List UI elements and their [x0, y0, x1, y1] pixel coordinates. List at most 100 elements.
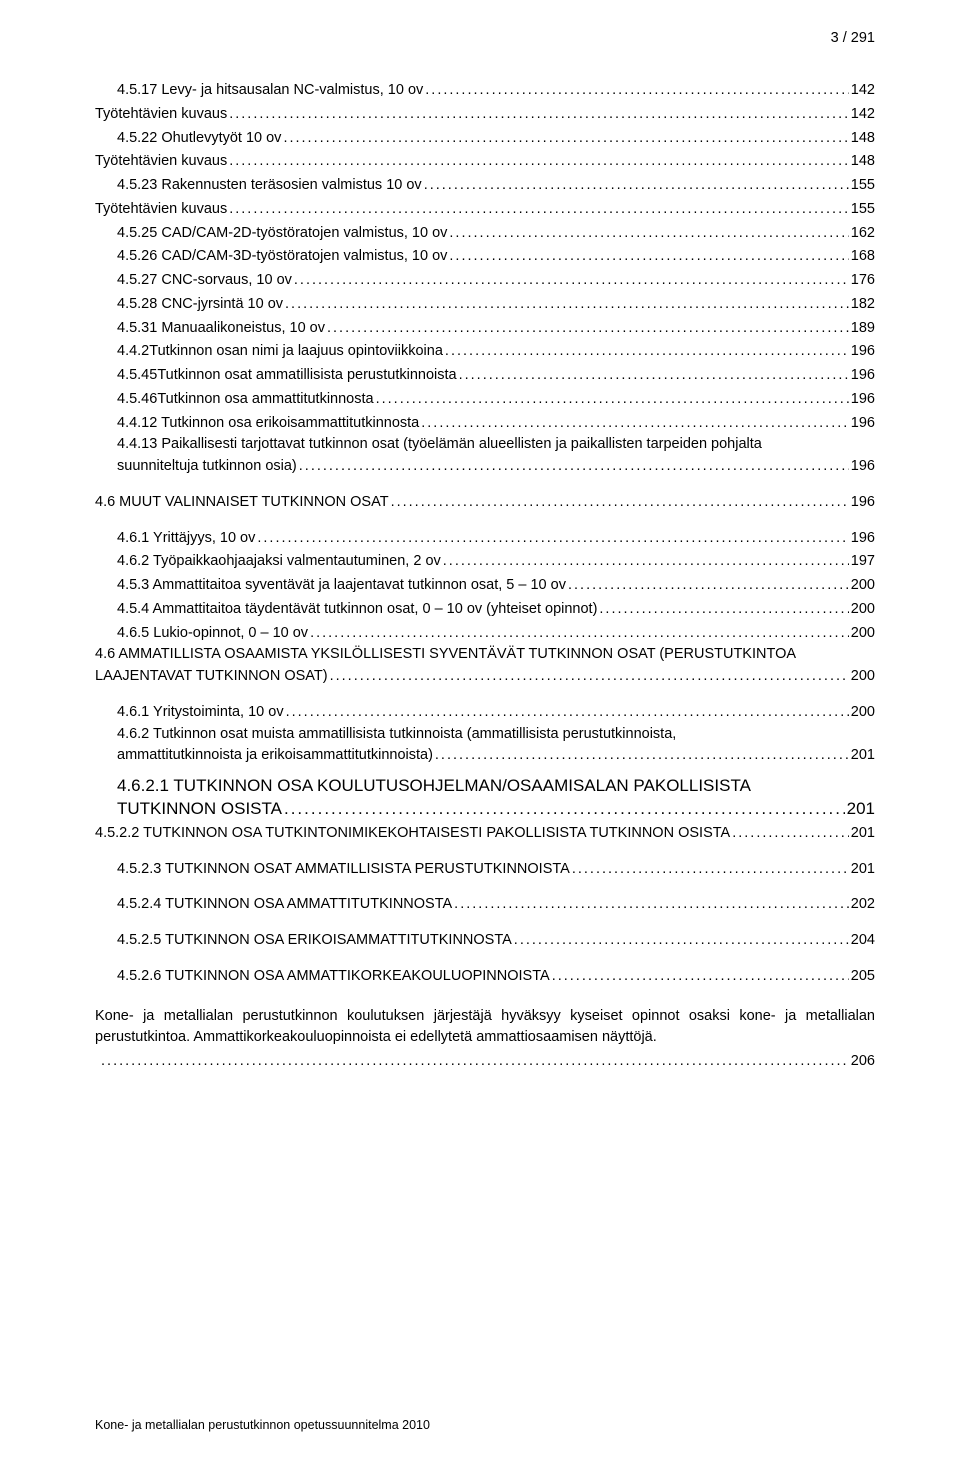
toc-entry: 4.5.2.3 TUTKINNON OSAT AMMATILLISISTA PE… — [95, 859, 875, 881]
dot-leader — [443, 551, 849, 573]
toc-page-ref: 196 — [851, 389, 875, 411]
toc-page-ref: 142 — [851, 80, 875, 102]
toc-page-ref: 148 — [851, 151, 875, 173]
toc-title: 4.5.22 Ohutlevytyöt 10 ov — [117, 128, 281, 150]
dot-leader — [425, 80, 849, 102]
toc-title: 4.6.2 Työpaikkaohjaajaksi valmentautumin… — [117, 551, 441, 573]
toc-title: 4.5.28 CNC-jyrsintä 10 ov — [117, 294, 283, 316]
toc-title: 4.5.46Tutkinnon osa ammattitutkinnosta — [117, 389, 374, 411]
toc-entry: 4.6.5 Lukio-opinnot, 0 – 10 ov200 — [95, 623, 875, 645]
dot-leader — [101, 1051, 849, 1073]
toc-title: 4.5.2.2 TUTKINNON OSA TUTKINTONIMIKEKOHT… — [95, 823, 730, 845]
toc-title: 4.6 MUUT VALINNAISET TUTKINNON OSAT — [95, 492, 389, 514]
toc-title: 4.5.4 Ammattitaitoa täydentävät tutkinno… — [117, 599, 597, 621]
dot-leader — [294, 270, 849, 292]
toc-page-ref: 155 — [851, 199, 875, 221]
toc-entry: 4.4.12 Tutkinnon osa erikoisammattitutki… — [95, 413, 875, 435]
toc-entry: 4.5.28 CNC-jyrsintä 10 ov182 — [95, 294, 875, 316]
toc-entry: 4.5.2.4 TUTKINNON OSA AMMATTITUTKINNOSTA… — [95, 894, 875, 916]
toc-title: 4.5.2.5 TUTKINNON OSA ERIKOISAMMATTITUTK… — [117, 930, 512, 952]
toc-page-ref: 168 — [851, 246, 875, 268]
dot-leader — [310, 623, 849, 645]
toc-entry: Työtehtävien kuvaus 155 — [95, 199, 875, 221]
toc-entry: 4.5.25 CAD/CAM-2D-työstöratojen valmistu… — [95, 223, 875, 245]
toc-entry: Työtehtävien kuvaus142 — [95, 104, 875, 126]
toc-title: 4.4.2Tutkinnon osan nimi ja laajuus opin… — [117, 341, 443, 363]
toc-title: 4.6.1 Yrittäjyys, 10 ov — [117, 528, 255, 550]
toc-page-ref: 142 — [851, 104, 875, 126]
toc-entry: 4.5.3 Ammattitaitoa syventävät ja laajen… — [95, 575, 875, 597]
page-number: 3 / 291 — [831, 28, 875, 50]
dot-leader — [229, 151, 849, 173]
toc-page-ref: 204 — [851, 930, 875, 952]
toc-title-line: 4.4.13 Paikallisesti tarjottavat tutkinn… — [117, 434, 875, 456]
dot-leader — [732, 823, 849, 845]
toc-title: ammattitutkinnoista ja erikoisammattitut… — [117, 745, 433, 767]
toc-title-line: 4.6 AMMATILLISTA OSAAMISTA YKSILÖLLISEST… — [95, 644, 875, 666]
dot-leader — [330, 666, 849, 688]
toc-page-ref: 201 — [851, 745, 875, 767]
toc-page-ref: 196 — [851, 413, 875, 435]
toc-title: 4.5.2.4 TUTKINNON OSA AMMATTITUTKINNOSTA — [117, 894, 452, 916]
dot-leader — [435, 745, 849, 767]
toc-entry: 4.6.2.1 TUTKINNON OSA KOULUTUSOHJELMAN/O… — [95, 775, 875, 821]
trailing-dots-row: 206 — [95, 1051, 875, 1073]
dot-leader — [459, 365, 849, 387]
toc-entry: 4.5.2.5 TUTKINNON OSA ERIKOISAMMATTITUTK… — [95, 930, 875, 952]
toc-entry: 4.5.31 Manuaalikoneistus, 10 ov 189 — [95, 318, 875, 340]
toc-entry: 4.4.13 Paikallisesti tarjottavat tutkinn… — [95, 434, 875, 478]
toc-entry: 4.5.2.6 TUTKINNON OSA AMMATTIKORKEAKOULU… — [95, 966, 875, 988]
toc-page-ref: 155 — [851, 175, 875, 197]
toc-page-ref: 189 — [851, 318, 875, 340]
toc-page-ref: 196 — [851, 341, 875, 363]
toc-title: Työtehtävien kuvaus — [95, 199, 227, 221]
toc-entry: Työtehtävien kuvaus 148 — [95, 151, 875, 173]
toc-title: 4.5.27 CNC-sorvaus, 10 ov — [117, 270, 292, 292]
toc-title-line: 4.6.2 Tutkinnon osat muista ammatillisis… — [117, 724, 875, 746]
dot-leader — [449, 246, 848, 268]
toc-title-line: 4.6.2.1 TUTKINNON OSA KOULUTUSOHJELMAN/O… — [117, 775, 875, 798]
toc-page-ref: 200 — [851, 575, 875, 597]
toc-entry: 4.5.4 Ammattitaitoa täydentävät tutkinno… — [95, 599, 875, 621]
toc-page-ref: 176 — [851, 270, 875, 292]
toc-page-ref: 202 — [851, 894, 875, 916]
dot-leader — [454, 894, 849, 916]
toc-page-ref: 148 — [851, 128, 875, 150]
body-paragraph: Kone- ja metallialan perustutkinnon koul… — [95, 1006, 875, 1050]
toc-title: Työtehtävien kuvaus — [95, 151, 227, 173]
toc-title: 4.5.2.6 TUTKINNON OSA AMMATTIKORKEAKOULU… — [117, 966, 550, 988]
toc-page-ref: 196 — [851, 365, 875, 387]
toc-page-ref: 196 — [851, 456, 875, 478]
toc-title: 4.5.3 Ammattitaitoa syventävät ja laajen… — [117, 575, 566, 597]
toc-title: 4.5.45Tutkinnon osat ammatillisista peru… — [117, 365, 457, 387]
dot-leader — [391, 492, 849, 514]
dot-leader — [284, 798, 845, 821]
toc-entry: 4.5.45Tutkinnon osat ammatillisista peru… — [95, 365, 875, 387]
dot-leader — [283, 128, 848, 150]
toc-title: 4.5.17 Levy- ja hitsausalan NC-valmistus… — [117, 80, 423, 102]
toc-title: LAAJENTAVAT TUTKINNON OSAT) — [95, 666, 328, 688]
toc-entry: 4.5.23 Rakennusten teräsosien valmistus … — [95, 175, 875, 197]
toc-entry: 4.5.17 Levy- ja hitsausalan NC-valmistus… — [95, 80, 875, 102]
toc-page-ref: 201 — [851, 823, 875, 845]
toc-page-ref: 201 — [847, 798, 875, 821]
page-footer: Kone- ja metallialan perustutkinnon opet… — [95, 1416, 430, 1435]
toc-title: 4.5.26 CAD/CAM-3D-työstöratojen valmistu… — [117, 246, 447, 268]
toc-title: 4.5.31 Manuaalikoneistus, 10 ov — [117, 318, 325, 340]
toc-page-ref: 196 — [851, 492, 875, 514]
dot-leader — [285, 294, 849, 316]
toc-title: 4.6.1 Yritystoiminta, 10 ov — [117, 702, 284, 724]
toc-entry: 4.6 MUUT VALINNAISET TUTKINNON OSAT 196 — [95, 492, 875, 514]
toc-entry: 4.5.2.2 TUTKINNON OSA TUTKINTONIMIKEKOHT… — [95, 823, 875, 845]
dot-leader — [299, 456, 849, 478]
toc-page-ref: 200 — [851, 702, 875, 724]
toc-entry: 4.5.46Tutkinnon osa ammattitutkinnosta 19… — [95, 389, 875, 411]
toc-page-ref: 201 — [851, 859, 875, 881]
dot-leader — [599, 599, 848, 621]
toc-page-ref: 197 — [851, 551, 875, 573]
dot-leader — [257, 528, 848, 550]
dot-leader — [552, 966, 849, 988]
toc-entry: 4.6 AMMATILLISTA OSAAMISTA YKSILÖLLISEST… — [95, 644, 875, 688]
dot-leader — [568, 575, 849, 597]
dot-leader — [229, 199, 849, 221]
